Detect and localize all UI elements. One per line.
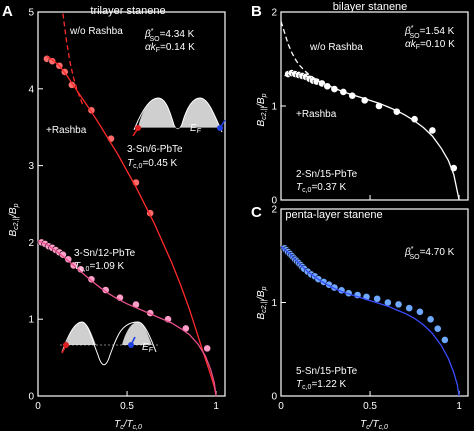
- panel-a-series-3-point: [203, 344, 212, 353]
- annotation-sample-a1: 3-Sn/6-PbTe: [127, 144, 183, 155]
- annotation-tc-a1: Tc,0=0.45 K: [127, 158, 178, 170]
- panel-a-series-3-point: [101, 286, 110, 294]
- panel-c-ytick-label: 1: [271, 298, 277, 309]
- panel-c-series-0-point: [394, 300, 403, 309]
- panel-a-title: trilayer stanene: [90, 5, 165, 17]
- panel-b-series-0-point: [428, 126, 437, 135]
- panel-c-title: penta-layer stanene: [285, 209, 382, 221]
- panel-a-xtick-label: 1: [213, 401, 219, 412]
- panel-c-series-0-point: [433, 324, 442, 333]
- annotation-sample-b: 2-Sn/15-PbTe: [296, 169, 358, 180]
- panel-a-ytick-label: 1: [28, 315, 34, 326]
- spin-up-arrow-lower: [61, 344, 67, 354]
- annotation-beta-b: β* SO=1.54 K: [404, 25, 455, 40]
- annotation-beta-a: β* SO=4.34 K: [144, 28, 195, 43]
- annotation-tc-a2: Tc,0=1.09 K: [74, 261, 125, 273]
- panel-a-series-2-line: [62, 13, 84, 105]
- band-fill-upper: [138, 98, 220, 129]
- panel-b-series: [280, 21, 460, 201]
- panel-c-label: C: [251, 204, 262, 221]
- panel-a-xtick-label: 0.5: [120, 401, 134, 412]
- panel-c-xtick-label: 0: [278, 401, 284, 412]
- panel-b-title: bilayer stanene: [333, 1, 408, 13]
- panel-c-xtick-label: 1: [456, 401, 462, 412]
- panel-c-series-1-line: [280, 245, 460, 397]
- panel-a-xtick-label: 0: [35, 401, 41, 412]
- annotation-sample-c: 5-Sn/15-PbTe: [296, 366, 358, 377]
- panel-b-ytick-label: 1: [271, 102, 277, 113]
- panel-a-series-3-point: [64, 255, 73, 264]
- annotation-plus-rashba-b: +Rashba: [296, 109, 337, 120]
- panel-a-series-4-line: [37, 240, 217, 397]
- panel-b-series-1-line: [284, 71, 460, 201]
- band-inset-upper: EF: [132, 97, 226, 137]
- annotation-wo-rashba-b: w/o Rashba: [309, 42, 363, 53]
- annotation-beta-c: β* SO=4.70 K: [404, 246, 455, 261]
- panel-a-series: [37, 13, 217, 397]
- annotation-alpha-a: αkF=0.14 K: [145, 42, 195, 54]
- panel-a-ytick-label: 3: [28, 161, 34, 172]
- panel-c-series-0-point: [405, 304, 414, 313]
- panel-c-series: [280, 244, 460, 397]
- panel-b: B bilayer stanene 012 Bc2,||/Bp β* SO=1.5…: [251, 1, 469, 207]
- panel-a-ytick-label: 0: [28, 392, 34, 403]
- panel-c-ytick-label: 2: [271, 205, 277, 216]
- panel-a-series-3-point: [87, 275, 96, 284]
- annotation-plus-rashba-a: +Rashba: [46, 125, 87, 136]
- annotation-sample-a2: 3-Sn/12-PbTe: [74, 248, 136, 259]
- panel-c-series-0-point: [440, 335, 449, 344]
- panel-a-frame: [37, 11, 226, 397]
- panel-c-ytick-label: 0: [271, 392, 277, 403]
- spin-down-arrow-lower: [130, 336, 136, 346]
- band-inset-lower: EF: [60, 321, 158, 366]
- panel-a-series-3-point: [59, 250, 67, 259]
- panel-c-series-0-point: [416, 307, 424, 316]
- spin-up-arrow-upper: [132, 127, 139, 137]
- annotation-wo-rashba-a: w/o Rashba: [69, 26, 123, 37]
- panel-b-label: B: [251, 3, 262, 20]
- panel-a-series-1-line: [46, 55, 217, 397]
- band-curve-upper: [133, 97, 223, 133]
- spin-down-arrow-upper: [219, 119, 226, 129]
- panel-c-ticks: 0 0.5 1 0 1 2: [271, 205, 462, 413]
- panel-a-ytick-label: 2: [28, 238, 34, 249]
- band-curve-lower: [61, 321, 157, 366]
- panel-c-series-0-point: [426, 315, 435, 324]
- panel-b-ytick-label: 2: [271, 8, 277, 19]
- annotation-alpha-b: αkF=0.10 K: [405, 39, 455, 51]
- ef-label-lower: EF: [142, 342, 154, 354]
- panel-a-series-0-point: [48, 57, 57, 66]
- panel-a-ytick-label: 5: [28, 8, 34, 19]
- annotation-tc-c: Tc,0=1.22 K: [296, 379, 347, 391]
- panel-c-series-0-point: [373, 294, 382, 303]
- annotation-tc-b: Tc,0=0.37 K: [296, 182, 347, 194]
- ef-label-upper: EF: [190, 123, 202, 135]
- panel-b-ytick-label: 0: [271, 196, 277, 207]
- panel-b-series-2-line: [280, 21, 317, 81]
- panel-a-label: A: [2, 3, 13, 20]
- panel-c-xtick-label: 0.5: [363, 401, 377, 412]
- panel-a-ytick-label: 4: [28, 84, 34, 95]
